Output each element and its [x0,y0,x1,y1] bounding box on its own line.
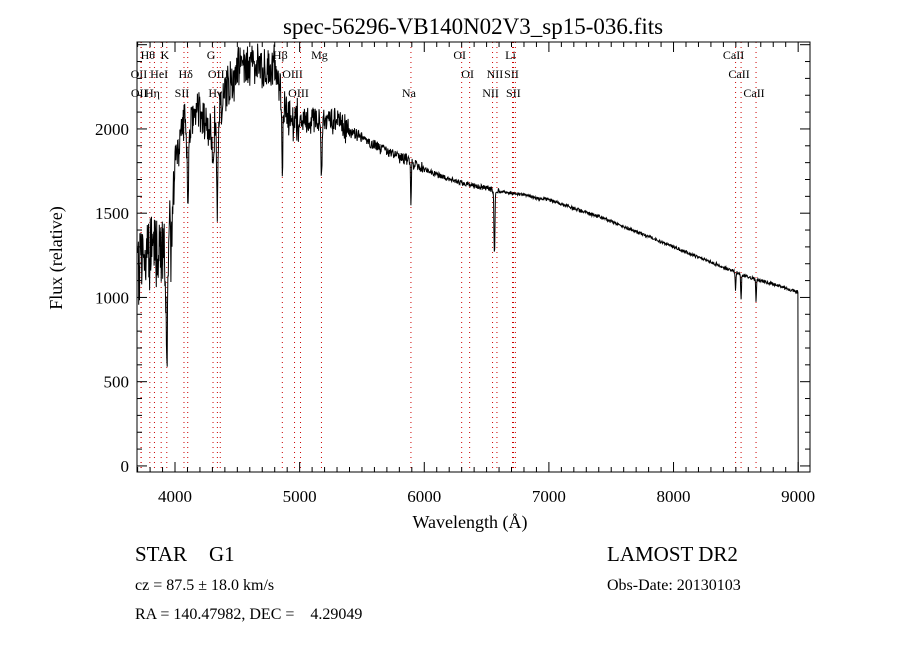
line-marker-label: OI [461,67,474,81]
spectrum-line [137,43,799,472]
obs-date: Obs-Date: 20130103 [607,577,741,594]
line-marker-label: SII [175,86,190,100]
line-marker-label: Li [505,48,516,62]
coordinates: RA = 140.47982, DEC = 4.29049 [135,606,362,623]
y-tick-label: 500 [104,373,130,392]
x-axis-label: Wavelength (Å) [412,512,527,533]
line-marker-label: CaII [723,48,744,62]
line-marker-label: OIII [208,67,229,81]
line-marker-label: NII [482,86,499,100]
line-marker-label: Hδ [179,67,194,81]
y-axis-label: Flux (relative) [46,206,67,309]
y-tick-label: 0 [121,457,130,476]
x-tick-label: 6000 [407,487,441,506]
object-class: STAR [135,542,187,566]
line-marker-label: Hβ [273,48,288,62]
line-marker-label: CaII [728,67,749,81]
plot-frame [136,41,811,473]
line-marker-label: Hη [145,86,160,100]
line-marker-label: HeI [150,67,168,81]
line-marker-label: NII [487,67,504,81]
redshift-cz: cz = 87.5 ± 18.0 km/s [135,577,274,594]
x-tick-label: 8000 [657,487,691,506]
x-tick-label: 9000 [781,487,815,506]
y-tick-label: 1500 [95,204,129,223]
line-marker-label: OII [131,86,148,100]
line-marker-label: OIII [282,67,303,81]
y-tick-label: 1000 [95,288,129,307]
chart-title: spec-56296-VB140N02V3_sp15-036.fits [283,14,663,39]
line-marker-label: Mg [311,48,328,62]
axis-ticks: 4000 5000 6000 7000 8000 9000 0 500 1000 1500 2000 [95,42,815,506]
object-subclass: G1 [209,542,235,566]
line-marker-label: OI [453,48,466,62]
line-marker-label: SII [506,86,521,100]
line-marker-label: OII [131,67,148,81]
x-tick-label: 5000 [283,487,317,506]
line-marker-label: K [160,48,169,62]
line-marker-label: Hθ [141,48,156,62]
line-marker-label: OIII [288,86,309,100]
x-tick-label: 7000 [532,487,566,506]
line-marker-label: Na [402,86,417,100]
line-marker-label: SII [504,67,519,81]
x-tick-label: 4000 [158,487,192,506]
line-marker-label: G [207,48,216,62]
survey-name: LAMOST DR2 [607,542,738,566]
y-tick-label: 2000 [95,120,129,139]
line-marker-label: CaII [743,86,764,100]
